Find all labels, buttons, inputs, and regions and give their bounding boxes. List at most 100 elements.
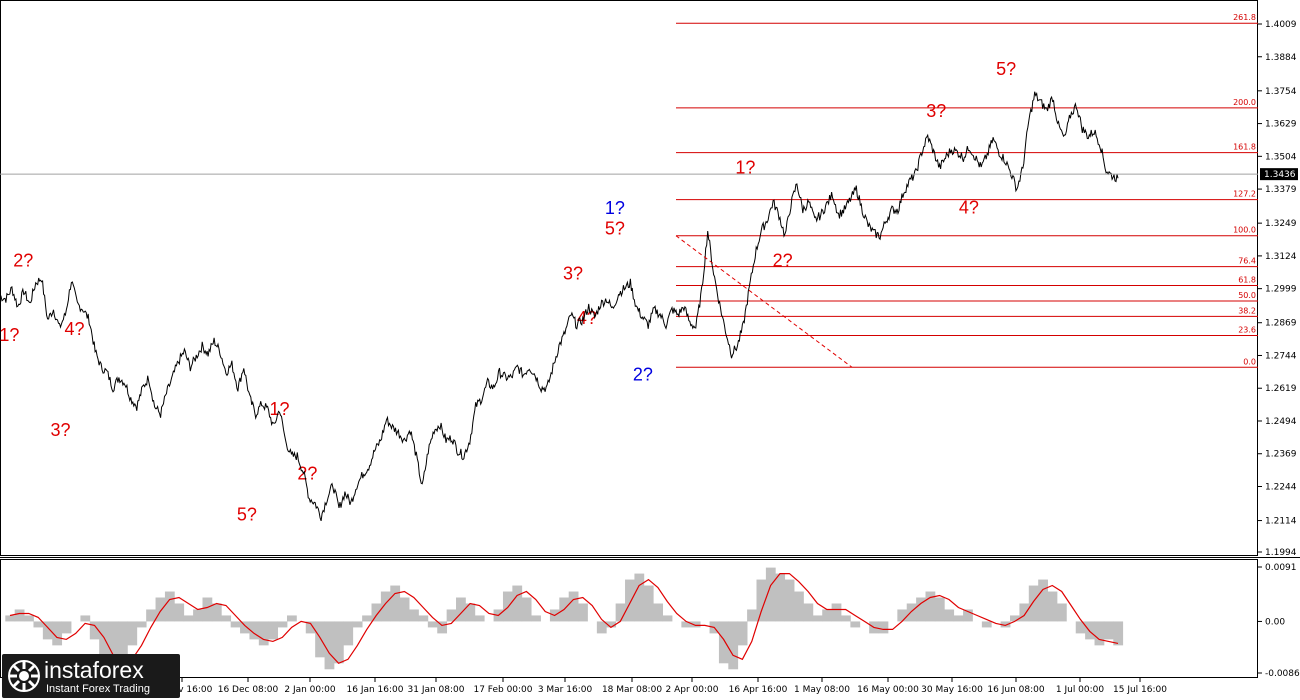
time-tick-label: 3 Mar 16:00 [538,685,593,695]
price-tick-label: 1.2619 [1265,384,1297,394]
macd-bar [127,621,138,646]
macd-bar [897,609,908,622]
macd-bar [925,591,936,622]
time-tick-label: 17 Feb 00:00 [473,685,532,695]
fibonacci-levels: 261.8 200.0 161.8 127.2 100.0 76.4 61.8 50.0 38.… [676,13,1258,368]
macd-bar [456,597,466,622]
macd-bar [747,609,757,622]
macd-bar [531,615,541,622]
macd-bar [33,621,44,628]
wave-label: 3? [51,420,71,440]
time-tick-label: 30 May 16:00 [921,685,983,695]
macd-bar [193,609,203,622]
fib-level-label: 61.8 [1238,276,1256,285]
macd-bar [409,609,419,622]
macd-bar [52,621,63,646]
time-tick-label: 16 Apr 16:00 [729,685,788,695]
macd-bar [352,621,363,628]
wave-label: 1? [735,158,755,178]
time-tick-label: 16 Jan 16:00 [347,685,404,695]
macd-bar [737,621,748,646]
macd-bar [803,603,814,622]
time-axis: 29 Nov 16:00 16 Dec 08:00 2 Jan 00:00 16 Ja… [152,678,1167,695]
fib-level-label: 0.0 [1243,357,1256,366]
macd-bar [831,603,842,622]
macd-bar [625,579,635,622]
wave-label: 1? [605,198,625,218]
wave-label: 1? [269,399,289,419]
time-tick-label: 29 Nov 16:00 [152,685,213,695]
wave-label: 5? [237,505,257,525]
price-tick-label: 1.3504 [1265,152,1297,162]
macd-bar [878,621,889,634]
time-tick-label: 16 Jun 08:00 [987,685,1044,695]
macd-bar [850,621,861,628]
macd-bar [5,615,16,622]
indicator-frame [0,559,1258,678]
price-tick-label: 1.2369 [1265,450,1297,460]
fib-level-label: 161.8 [1233,143,1256,152]
main-chart-frame [0,0,1258,556]
macd-bar [794,591,804,622]
macd-bar [202,597,213,622]
macd-bar [1047,591,1058,622]
macd-bar [418,615,429,622]
macd-bar [230,621,241,628]
price-tick-label: 1.2999 [1265,285,1297,295]
macd-bar [690,621,701,628]
price-tick-label: 1.4009 [1265,20,1297,30]
macd-bar [1038,579,1048,622]
price-tick-label: 1.2869 [1265,319,1297,329]
price-line [0,91,1119,522]
macd-bar [916,597,926,622]
macd-bar [1075,621,1086,634]
macd-bar [305,621,316,634]
macd-bar [474,615,485,622]
macd-bar [380,591,391,622]
macd-bar [963,609,973,622]
fib-level-label: 38.2 [1238,306,1256,315]
macd-bar [728,621,739,670]
wave-label: 3? [926,101,946,121]
macd-bar [183,615,194,622]
macd-bar [615,603,626,622]
macd-bar [437,621,448,634]
macd-bar [1056,603,1067,622]
macd-bar [277,621,288,628]
macd-bar [662,615,673,622]
macd-bar [240,621,250,634]
price-tick-label: 1.2114 [1265,517,1297,527]
logo-subtitle: Instant Forex Trading [46,683,150,695]
wave-label: 2? [633,364,653,384]
current-price-label: 1.3436 [1264,170,1296,180]
macd-bar [512,585,523,622]
price-tick-label: 1.3124 [1265,252,1297,262]
macd-signal-line [9,573,1119,665]
wave-label: 4? [959,198,979,218]
logo-icon [8,660,40,692]
macd-bar [1103,621,1114,640]
macd-bar [981,621,992,628]
time-tick-label: 18 Mar 08:00 [602,685,662,695]
macd-bar [756,579,767,622]
wave-label: 1? [0,325,19,345]
macd-bar [362,615,372,622]
macd-bar [99,621,109,658]
macd-bar [258,621,269,646]
macd-bar [953,615,964,622]
macd-bar [399,597,410,622]
time-tick-label: 1 Jul 00:00 [1056,685,1105,695]
macd-bar [315,621,325,658]
macd-bar [136,621,147,628]
price-tick-label: 1.3379 [1265,185,1297,195]
time-tick-label: 16 May 00:00 [857,685,919,695]
time-tick-label: 16 Dec 08:00 [218,685,279,695]
time-tick-label: 1 May 08:00 [794,685,850,695]
macd-bar [784,579,795,622]
wave-label: 5? [605,218,625,238]
macd-bar [578,603,588,622]
macd-bar [1085,621,1095,640]
macd-bar [521,597,532,622]
